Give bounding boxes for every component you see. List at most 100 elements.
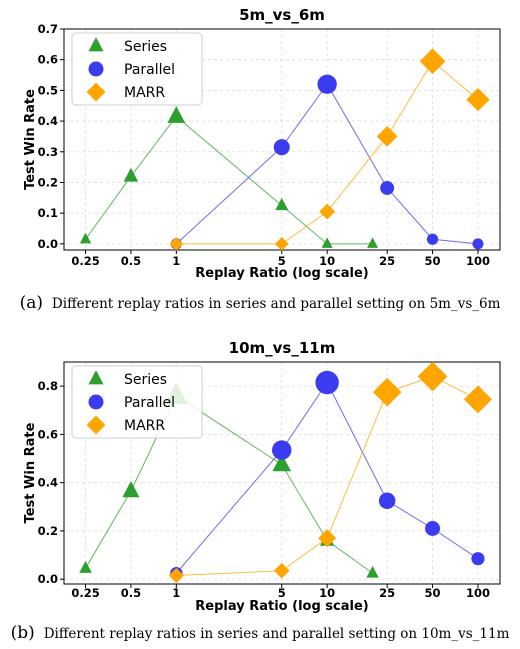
- data-point-parallel: [315, 370, 339, 395]
- series-line-marr: [176, 60, 479, 245]
- legend-label-series: Series: [124, 372, 167, 388]
- chart-1: 0.25 0.5 1 5 10 25 50 100 0.0 0.1 0.2 0.3 0.4 0.5 0.6 0…: [23, 6, 501, 281]
- data-point-parallel: [472, 238, 484, 250]
- caption-a-text: Different replay ratios in series and pa…: [51, 296, 501, 312]
- chart-title: 5m_vs_6m: [239, 6, 325, 24]
- y-tick-label: 0.7: [38, 22, 58, 36]
- series-marr: [168, 361, 492, 584]
- legend-marker-marr: [86, 82, 106, 102]
- data-point-marr: [319, 203, 336, 220]
- y-tick-label: 0.4: [38, 114, 58, 128]
- x-tick-label: 0.25: [71, 586, 99, 600]
- data-point-parallel: [378, 492, 396, 510]
- x-tick-label: 100: [466, 586, 490, 600]
- data-point-parallel: [380, 181, 395, 195]
- data-point-marr: [168, 567, 184, 584]
- caption-b: (b) Different replay ratios in series an…: [0, 623, 520, 643]
- data-point-series: [122, 481, 140, 498]
- x-tick-label: 5: [278, 254, 286, 268]
- x-tick-label: 1: [172, 586, 180, 600]
- data-point-marr: [419, 48, 446, 75]
- legend: Series Parallel MARR: [71, 365, 203, 439]
- y-tick-label: 0.2: [38, 524, 58, 538]
- legend-marker-series: [88, 37, 104, 52]
- y-tick-label: 0.6: [38, 427, 58, 441]
- x-tick-label: 100: [466, 254, 490, 268]
- data-point-parallel: [471, 552, 485, 566]
- x-tick-label: 0.25: [71, 254, 99, 268]
- x-axis-label: Replay Ratio (log scale): [195, 599, 368, 614]
- chart-title: 10m_vs_11m: [229, 339, 336, 357]
- data-point-marr: [273, 562, 290, 579]
- y-tick-label: 0.8: [38, 379, 58, 393]
- y-tick-label: 0.0: [38, 237, 58, 251]
- data-point-marr: [417, 361, 448, 392]
- series-line-parallel: [175, 381, 479, 574]
- series-parallel: [170, 74, 484, 250]
- legend-marker-parallel: [88, 61, 104, 77]
- x-tick-label: 5: [278, 586, 286, 600]
- x-tick-label: 25: [379, 586, 395, 600]
- y-tick-label: 0.4: [38, 476, 58, 490]
- y-tick-label: 0.6: [38, 53, 58, 67]
- data-point-series: [79, 560, 92, 573]
- data-point-marr: [463, 385, 492, 414]
- y-tick-label: 0.5: [38, 83, 58, 97]
- x-tick-label: 0.5: [121, 586, 141, 600]
- series-series: [79, 106, 379, 248]
- x-axis-label: Replay Ratio (log scale): [195, 266, 368, 281]
- y-tick-label: 0.2: [38, 175, 58, 189]
- x-tick-label: 10: [319, 254, 335, 268]
- legend: Series Parallel MARR: [71, 32, 203, 106]
- x-tick-label: 25: [379, 254, 395, 268]
- legend-box: [71, 365, 203, 439]
- caption-b-text: Different replay ratios in series and pa…: [43, 626, 510, 642]
- legend-marker-parallel: [88, 394, 104, 410]
- data-point-parallel: [273, 139, 290, 156]
- data-point-marr: [169, 236, 184, 251]
- data-point-marr: [376, 126, 398, 147]
- data-point-series: [167, 106, 186, 123]
- caption-a-label: (a): [19, 293, 43, 313]
- data-point-marr: [318, 529, 337, 548]
- legend-label-parallel: Parallel: [124, 395, 175, 411]
- y-tick-label: 0.1: [38, 206, 58, 220]
- caption-b-label: (b): [10, 623, 35, 643]
- data-point-series: [366, 565, 379, 578]
- x-tick-label: 50: [425, 586, 441, 600]
- legend-label-series: Series: [124, 39, 167, 55]
- data-point-parallel: [425, 521, 441, 536]
- data-point-series: [275, 197, 289, 211]
- x-tick-label: 10: [319, 586, 335, 600]
- x-tick-label: 50: [425, 254, 441, 268]
- y-tick-label: 0.0: [38, 572, 58, 586]
- data-point-parallel: [317, 74, 337, 94]
- x-tick-label: 0.5: [121, 254, 141, 268]
- y-axis-label: Test Win Rate: [23, 422, 38, 523]
- x-tick-label: 1: [172, 254, 180, 268]
- data-point-series: [79, 232, 92, 244]
- y-tick-label: 0.3: [38, 145, 58, 159]
- data-point-series: [272, 453, 292, 472]
- series-marr: [169, 48, 490, 251]
- y-axis-label: Test Win Rate: [23, 89, 38, 190]
- data-point-parallel: [426, 233, 439, 245]
- series-line-parallel: [175, 83, 479, 245]
- legend-label-marr: MARR: [124, 85, 165, 101]
- legend-marker-series: [88, 370, 104, 385]
- data-point-marr: [372, 377, 402, 407]
- chart-2: 0.25 0.5 1 5 10 25 50 100 0.0 0.2 0.4 0.6 0.8 10m_vs_…: [23, 339, 501, 614]
- data-point-series: [321, 237, 333, 248]
- data-point-marr: [466, 88, 490, 112]
- legend-label-marr: MARR: [124, 418, 165, 434]
- data-point-series: [367, 237, 379, 248]
- caption-a: (a) Different replay ratios in series an…: [0, 293, 520, 313]
- series-line-series: [85, 395, 373, 574]
- data-point-marr: [274, 236, 289, 251]
- legend-label-parallel: Parallel: [124, 62, 175, 78]
- series-line-series: [85, 115, 373, 245]
- legend-marker-marr: [86, 415, 106, 435]
- data-point-series: [123, 167, 139, 182]
- data-point-parallel: [271, 440, 292, 460]
